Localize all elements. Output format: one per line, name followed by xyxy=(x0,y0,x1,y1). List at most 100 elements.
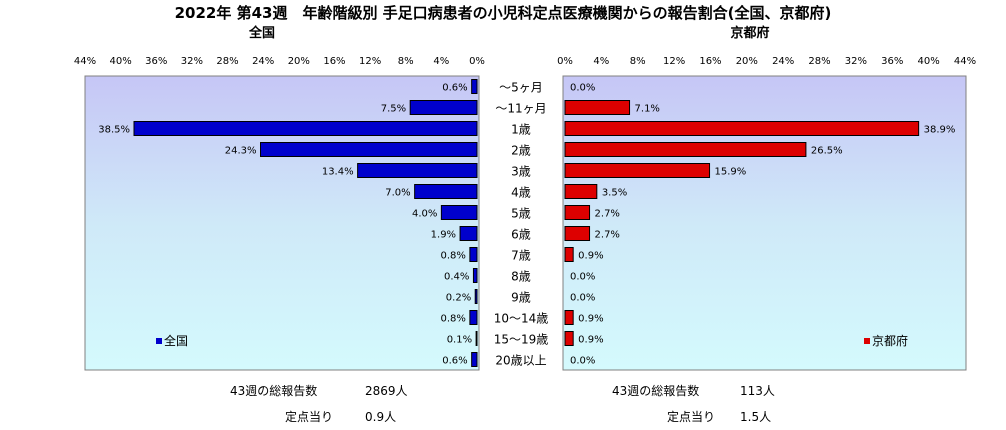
bar-left xyxy=(459,226,478,241)
tick-label-left: 12% xyxy=(359,56,381,67)
data-label-right: 15.9% xyxy=(715,167,747,178)
category-label: 7歳 xyxy=(511,249,531,263)
tick-label-right: 20% xyxy=(736,56,758,67)
category-label: 6歳 xyxy=(511,228,531,242)
footer-label-left: 定点当り xyxy=(285,409,333,424)
tick-label-left: 44% xyxy=(74,56,96,67)
plot-area-right xyxy=(562,75,967,371)
bar-left xyxy=(440,205,478,220)
category-label: ～5ヶ月 xyxy=(499,81,543,95)
data-label-left: 24.3% xyxy=(225,146,257,157)
bar-right xyxy=(564,331,574,346)
data-label-left: 0.4% xyxy=(444,272,469,283)
tick-label-right: 40% xyxy=(918,56,940,67)
data-label-right: 2.7% xyxy=(595,230,620,241)
tick-label-left: 20% xyxy=(288,56,310,67)
bar-left xyxy=(414,184,478,199)
bar-right xyxy=(564,205,591,220)
bar-left xyxy=(475,331,478,346)
tick-label-left: 36% xyxy=(145,56,167,67)
data-label-left: 38.5% xyxy=(98,125,130,136)
category-label: ～11ヶ月 xyxy=(495,102,546,116)
legend-swatch-left xyxy=(156,338,162,344)
bar-right xyxy=(564,226,591,241)
tick-label-right: 8% xyxy=(630,56,646,67)
footer-value-left: 2869人 xyxy=(365,384,408,398)
chart-title: 2022年 第43週 年齢階級別 手足口病患者の小児科定点医療機関からの報告割合… xyxy=(175,4,832,22)
tick-label-left: 40% xyxy=(110,56,132,67)
data-label-left: 4.0% xyxy=(412,209,437,220)
category-label: 4歳 xyxy=(511,186,531,200)
tick-label-left: 24% xyxy=(252,56,274,67)
data-label-left: 0.6% xyxy=(442,83,467,94)
tick-label-right: 28% xyxy=(808,56,830,67)
bar-left xyxy=(469,310,478,325)
data-label-left: 7.0% xyxy=(385,188,410,199)
footer-label-right: 43週の総報告数 xyxy=(612,383,699,398)
data-label-left: 13.4% xyxy=(322,167,354,178)
data-label-right: 38.9% xyxy=(924,125,956,136)
bar-left xyxy=(260,142,478,157)
tick-label-right: 24% xyxy=(772,56,794,67)
plot-area-left xyxy=(84,75,480,371)
tick-label-right: 4% xyxy=(593,56,609,67)
category-label: 2歳 xyxy=(511,144,531,158)
bar-left xyxy=(133,121,478,136)
data-label-left: 1.9% xyxy=(431,230,456,241)
bar-right xyxy=(564,100,631,115)
data-label-right: 0.0% xyxy=(570,356,595,367)
bar-right xyxy=(564,310,574,325)
bar-right xyxy=(564,247,574,262)
legend-swatch-right xyxy=(864,338,870,344)
data-label-right: 0.0% xyxy=(570,293,595,304)
data-label-left: 7.5% xyxy=(381,104,406,115)
data-label-right: 0.9% xyxy=(578,335,603,346)
category-label: 8歳 xyxy=(511,270,531,284)
bar-left xyxy=(471,352,478,367)
data-label-left: 0.8% xyxy=(440,251,465,262)
footer-value-right: 113人 xyxy=(740,384,775,398)
bar-right xyxy=(564,184,598,199)
category-label: 3歳 xyxy=(511,165,531,179)
data-label-right: 2.7% xyxy=(595,209,620,220)
panel-title-right: 京都府 xyxy=(730,25,769,41)
data-label-right: 26.5% xyxy=(811,146,843,157)
bar-left xyxy=(474,289,478,304)
bar-right xyxy=(564,142,807,157)
footer-value-right: 1.5人 xyxy=(740,410,771,424)
footer-value-left: 0.9人 xyxy=(365,410,396,424)
category-label: 1歳 xyxy=(511,123,531,137)
tick-label-left: 4% xyxy=(433,56,449,67)
tick-label-right: 44% xyxy=(954,56,976,67)
category-label: 15～19歳 xyxy=(494,333,549,347)
panel-title-left: 全国 xyxy=(248,25,275,41)
category-label: 20歳以上 xyxy=(495,354,546,368)
tick-label-left: 32% xyxy=(181,56,203,67)
tick-label-right: 36% xyxy=(881,56,903,67)
tick-label-right: 0% xyxy=(557,56,573,67)
data-label-left: 0.6% xyxy=(442,356,467,367)
category-label: 5歳 xyxy=(511,207,531,221)
data-label-right: 0.9% xyxy=(578,314,603,325)
tick-label-right: 12% xyxy=(663,56,685,67)
category-label: 9歳 xyxy=(511,291,531,305)
data-label-left: 0.2% xyxy=(446,293,471,304)
bar-right xyxy=(564,163,711,178)
tick-label-right: 32% xyxy=(845,56,867,67)
data-label-right: 3.5% xyxy=(602,188,627,199)
bar-right xyxy=(564,121,920,136)
data-label-right: 0.0% xyxy=(570,272,595,283)
bar-left xyxy=(409,100,478,115)
footer-label-right: 定点当り xyxy=(667,409,715,424)
bar-left xyxy=(472,268,478,283)
data-label-right: 0.0% xyxy=(570,83,595,94)
bar-left xyxy=(471,79,478,94)
legend-label-left: 全国 xyxy=(164,333,188,348)
data-label-left: 0.8% xyxy=(440,314,465,325)
footer-label-left: 43週の総報告数 xyxy=(230,383,317,398)
tick-label-left: 8% xyxy=(398,56,414,67)
data-label-right: 7.1% xyxy=(635,104,660,115)
data-label-right: 0.9% xyxy=(578,251,603,262)
bar-left xyxy=(469,247,478,262)
